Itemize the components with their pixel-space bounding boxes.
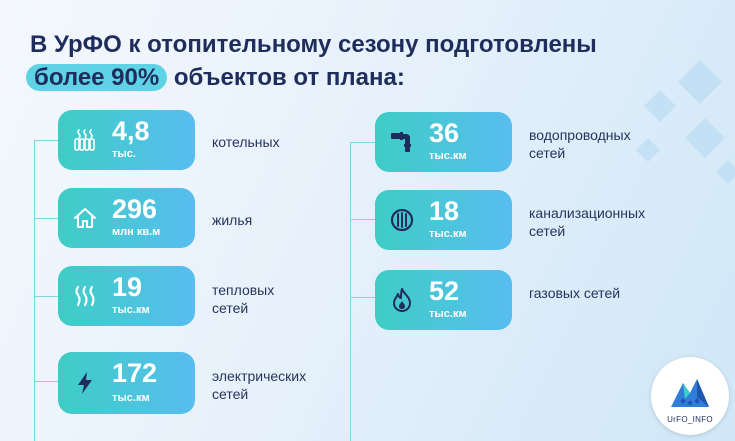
stat-card-gas-networks: 52 тыс.км (375, 270, 512, 330)
urfo-info-logo: UrFO_INFO (651, 357, 729, 435)
right-connector-tick-2 (350, 219, 375, 220)
right-connector-tick-3 (350, 297, 375, 298)
stat-value: 18 (429, 196, 460, 226)
stat-label-text: водопроводных сетей (529, 127, 631, 161)
stat-label-housing: жилья (212, 212, 253, 228)
logo-text: UrFO_INFO (667, 415, 713, 424)
right-connector-line (350, 142, 351, 441)
stat-card-power-networks: 172 тыс.км (58, 352, 195, 414)
stat-card-housing: 296 млн кв.м (58, 188, 195, 248)
house-icon (74, 208, 96, 228)
stat-unit: тыс. (112, 148, 136, 160)
headline-line-2-rest: объектов от плана: (167, 64, 405, 91)
stat-label-power-networks: электрических сетей (212, 367, 342, 403)
stat-unit: тыс.км (429, 308, 467, 320)
stat-unit: тыс.км (429, 150, 467, 162)
stat-unit: тыс.км (112, 304, 150, 316)
stat-label-text: электрических сетей (212, 368, 307, 402)
stat-unit: тыс.км (112, 392, 150, 404)
stat-value: 36 (429, 118, 460, 148)
headline: В УрФО к отопительному сезону подготовле… (26, 28, 650, 94)
left-connector-line (34, 140, 35, 441)
mountain-logo-icon (671, 379, 709, 407)
stat-card-water-networks: 36 тыс.км (375, 112, 512, 172)
stat-value: 19 (112, 272, 143, 302)
left-connector-tick-3 (34, 296, 58, 297)
stat-label-text: тепловых сетей (212, 282, 275, 316)
stat-unit: млн кв.м (112, 226, 161, 238)
stat-label-sewer-networks: канализационных сетей (529, 204, 679, 240)
left-connector-tick-2 (34, 218, 58, 219)
sewer-grate-icon (390, 208, 414, 232)
headline-highlight: более 90% (26, 64, 168, 91)
heat-waves-icon (75, 285, 95, 307)
stat-label-gas-networks: газовых сетей (529, 284, 629, 302)
lightning-icon (78, 372, 92, 394)
headline-line-2: более 90% объектов от плана: (26, 61, 650, 94)
stat-label-heat-networks: тепловых сетей (212, 281, 312, 317)
stat-label-boilers: котельных (212, 134, 280, 150)
stat-value: 296 (112, 194, 158, 224)
stat-label-water-networks: водопроводных сетей (529, 126, 659, 162)
stat-unit: тыс.км (429, 228, 467, 240)
stat-card-heat-networks: 19 тыс.км (58, 266, 195, 326)
stat-card-boilers: 4,8 тыс. (58, 110, 195, 170)
stat-value: 52 (429, 276, 460, 306)
stat-label-text: канализационных сетей (529, 205, 646, 239)
headline-line-1: В УрФО к отопительному сезону подготовле… (30, 31, 597, 58)
left-connector-tick-1 (34, 140, 58, 141)
stat-card-sewer-networks: 18 тыс.км (375, 190, 512, 250)
left-connector-tick-4 (34, 381, 58, 382)
stat-value: 172 (112, 358, 158, 388)
gas-flame-icon (393, 288, 411, 312)
right-connector-tick-1 (350, 142, 375, 143)
pipe-icon (391, 132, 411, 152)
stat-label-text: газовых сетей (529, 285, 621, 301)
radiator-icon (74, 129, 95, 151)
stat-value: 4,8 (112, 116, 150, 146)
